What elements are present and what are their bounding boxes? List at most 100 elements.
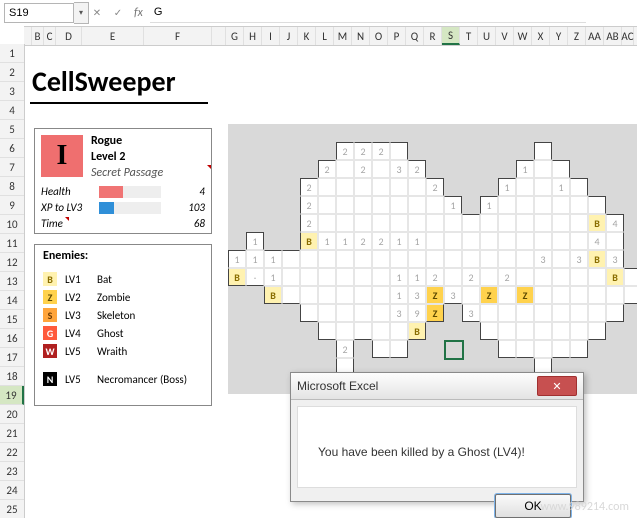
grid-cell[interactable]: 1 — [444, 196, 462, 214]
cancel-formula-icon[interactable]: ✕ — [88, 4, 106, 22]
grid-cell[interactable] — [228, 160, 246, 178]
grid-cell[interactable]: 4 — [606, 214, 624, 232]
grid-cell[interactable] — [516, 340, 534, 358]
row-header[interactable]: 3 — [0, 82, 24, 101]
grid-cell[interactable] — [606, 322, 624, 340]
grid-cell[interactable]: 9 — [408, 304, 426, 322]
grid-cell[interactable] — [480, 232, 498, 250]
grid-cell[interactable] — [570, 286, 588, 304]
grid-cell[interactable] — [588, 304, 606, 322]
grid-cell[interactable] — [336, 214, 354, 232]
grid-cell[interactable] — [264, 304, 282, 322]
column-header[interactable]: AA — [586, 27, 604, 45]
grid-cell[interactable] — [300, 124, 318, 142]
grid-cell[interactable] — [570, 196, 588, 214]
grid-cell[interactable] — [498, 322, 516, 340]
row-header[interactable]: 9 — [0, 196, 24, 215]
grid-cell[interactable] — [246, 340, 264, 358]
grid-cell[interactable] — [228, 376, 246, 394]
grid-cell[interactable] — [498, 232, 516, 250]
grid-cell[interactable] — [336, 178, 354, 196]
row-header[interactable]: 8 — [0, 177, 24, 196]
grid-cell[interactable] — [282, 232, 300, 250]
grid-cell[interactable] — [534, 196, 552, 214]
grid-cell[interactable] — [408, 124, 426, 142]
grid-cell[interactable] — [318, 340, 336, 358]
grid-cell[interactable] — [498, 196, 516, 214]
grid-cell[interactable] — [606, 232, 624, 250]
grid-cell[interactable] — [354, 250, 372, 268]
grid-cell[interactable] — [588, 376, 606, 394]
grid-cell[interactable] — [336, 304, 354, 322]
grid-cell[interactable] — [624, 142, 637, 160]
grid-cell[interactable] — [588, 142, 606, 160]
grid-cell[interactable] — [282, 286, 300, 304]
grid-cell[interactable]: 1 — [498, 178, 516, 196]
grid-cell[interactable]: 2 — [300, 214, 318, 232]
grid-cell[interactable] — [588, 322, 606, 340]
grid-cell[interactable] — [480, 304, 498, 322]
column-header[interactable]: C — [44, 27, 56, 45]
grid-cell[interactable] — [552, 142, 570, 160]
grid-cell[interactable] — [534, 322, 552, 340]
grid-cell[interactable] — [516, 196, 534, 214]
grid-cell[interactable] — [336, 322, 354, 340]
grid-cell[interactable] — [462, 286, 480, 304]
grid-cell[interactable] — [282, 250, 300, 268]
grid-cell[interactable] — [606, 160, 624, 178]
grid-cell[interactable] — [606, 304, 624, 322]
grid-cell[interactable] — [552, 160, 570, 178]
grid-cell[interactable] — [444, 250, 462, 268]
row-header[interactable]: 7 — [0, 158, 24, 177]
grid-cell[interactable] — [228, 196, 246, 214]
column-header[interactable]: T — [460, 27, 478, 45]
column-header[interactable]: N — [352, 27, 370, 45]
grid-cell[interactable] — [300, 286, 318, 304]
grid-cell[interactable] — [552, 322, 570, 340]
grid-cell[interactable] — [462, 322, 480, 340]
column-header[interactable]: G — [226, 27, 244, 45]
grid-cell[interactable] — [300, 304, 318, 322]
grid-cell[interactable]: 1 — [336, 232, 354, 250]
grid-cell[interactable] — [354, 124, 372, 142]
grid-cell[interactable] — [264, 124, 282, 142]
row-header[interactable]: 16 — [0, 329, 24, 348]
grid-cell[interactable] — [246, 124, 264, 142]
grid-cell[interactable] — [552, 304, 570, 322]
grid-cell[interactable] — [228, 178, 246, 196]
grid-cell[interactable] — [516, 124, 534, 142]
formula-input[interactable] — [150, 2, 586, 23]
name-box-dropdown[interactable]: ▾ — [74, 2, 89, 24]
grid-cell[interactable] — [588, 178, 606, 196]
grid-cell[interactable] — [588, 268, 606, 286]
grid-cell[interactable] — [498, 142, 516, 160]
column-header[interactable]: I — [262, 27, 280, 45]
row-header[interactable]: 25 — [0, 500, 24, 518]
grid-cell[interactable] — [462, 340, 480, 358]
grid-cell[interactable] — [624, 160, 637, 178]
grid-cell[interactable] — [408, 340, 426, 358]
column-header[interactable] — [212, 27, 226, 45]
grid-cell[interactable] — [426, 142, 444, 160]
grid-cell[interactable] — [282, 142, 300, 160]
grid-cell[interactable] — [498, 214, 516, 232]
grid-cell[interactable] — [570, 160, 588, 178]
grid-cell[interactable]: 1 — [246, 250, 264, 268]
grid-cell[interactable] — [462, 250, 480, 268]
grid-cell[interactable] — [246, 178, 264, 196]
grid-cell[interactable] — [264, 178, 282, 196]
grid-cell[interactable] — [228, 286, 246, 304]
grid-cell[interactable] — [390, 322, 408, 340]
column-header[interactable]: P — [388, 27, 406, 45]
grid-cell[interactable] — [372, 304, 390, 322]
grid-cell[interactable] — [246, 304, 264, 322]
grid-cell[interactable] — [444, 304, 462, 322]
grid-cell[interactable]: 3 — [570, 250, 588, 268]
grid-cell[interactable] — [408, 214, 426, 232]
grid-cell[interactable] — [498, 160, 516, 178]
grid-cell[interactable] — [624, 304, 637, 322]
grid-cell[interactable] — [318, 142, 336, 160]
grid-cell[interactable] — [426, 250, 444, 268]
grid-cell[interactable] — [318, 268, 336, 286]
grid-cell[interactable] — [462, 196, 480, 214]
